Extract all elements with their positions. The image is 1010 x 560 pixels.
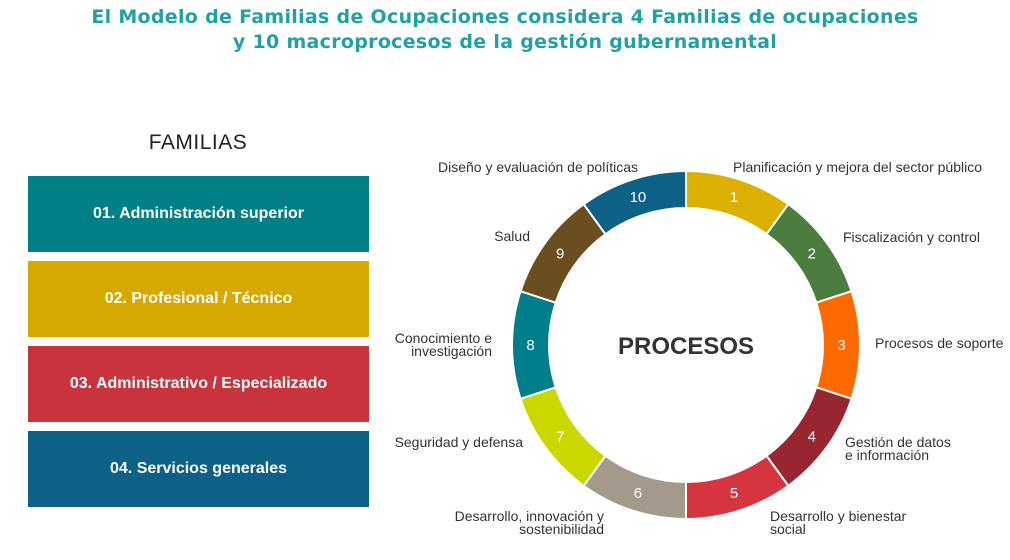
family-box-profesional-tecnico: 02. Profesional / Técnico [28,261,369,337]
family-box-administracion-superior: 01. Administración superior [28,176,369,252]
title-line-2: y 10 macroprocesos de la gestión guberna… [232,31,778,53]
page-title: El Modelo de Familias de Ocupaciones con… [0,5,1010,55]
family-box-administrativo-especializado: 03. Administrativo / Especializado [28,346,369,422]
family-label: 03. Administrativo / Especializado [69,375,328,392]
family-box-servicios-generales: 04. Servicios generales [28,431,369,507]
process-label-1: Planificación y mejora del sector públic… [733,159,982,175]
family-label: 02. Profesional / Técnico [104,290,293,307]
family-label: 01. Administración superior [92,205,304,222]
family-label: 04. Servicios generales [110,460,287,477]
process-label-10: Diseño y evaluación de políticas [438,159,638,175]
process-number-10: 10 [630,189,647,206]
procesos-center-label: PROCESOS [618,333,754,360]
process-label-5: Desarrollo y bienestar social [770,508,907,537]
process-number-2: 2 [808,246,816,263]
process-label-3: Procesos de soporte [875,335,1004,351]
process-label-2: Fiscalización y control [843,229,980,245]
process-segment-10 [582,169,687,236]
process-number-3: 3 [837,337,845,354]
familias-heading: FAMILIAS [148,131,248,154]
process-number-5: 5 [730,485,738,502]
process-number-6: 6 [634,485,642,502]
process-label-7: Seguridad y defensa [395,434,524,450]
process-label-8: Conocimiento e investigación [395,330,492,359]
title-line-1: El Modelo de Familias de Ocupaciones con… [91,6,919,28]
process-label-4: Gestión de datos e información [845,434,951,463]
process-number-1: 1 [730,189,738,206]
process-number-8: 8 [526,337,534,354]
process-number-9: 9 [556,246,564,263]
process-label-6: Desarrollo, innovación y sostenibilidad [455,508,604,537]
process-number-4: 4 [808,428,816,445]
process-number-7: 7 [556,428,564,445]
process-label-9: Salud [494,228,530,244]
